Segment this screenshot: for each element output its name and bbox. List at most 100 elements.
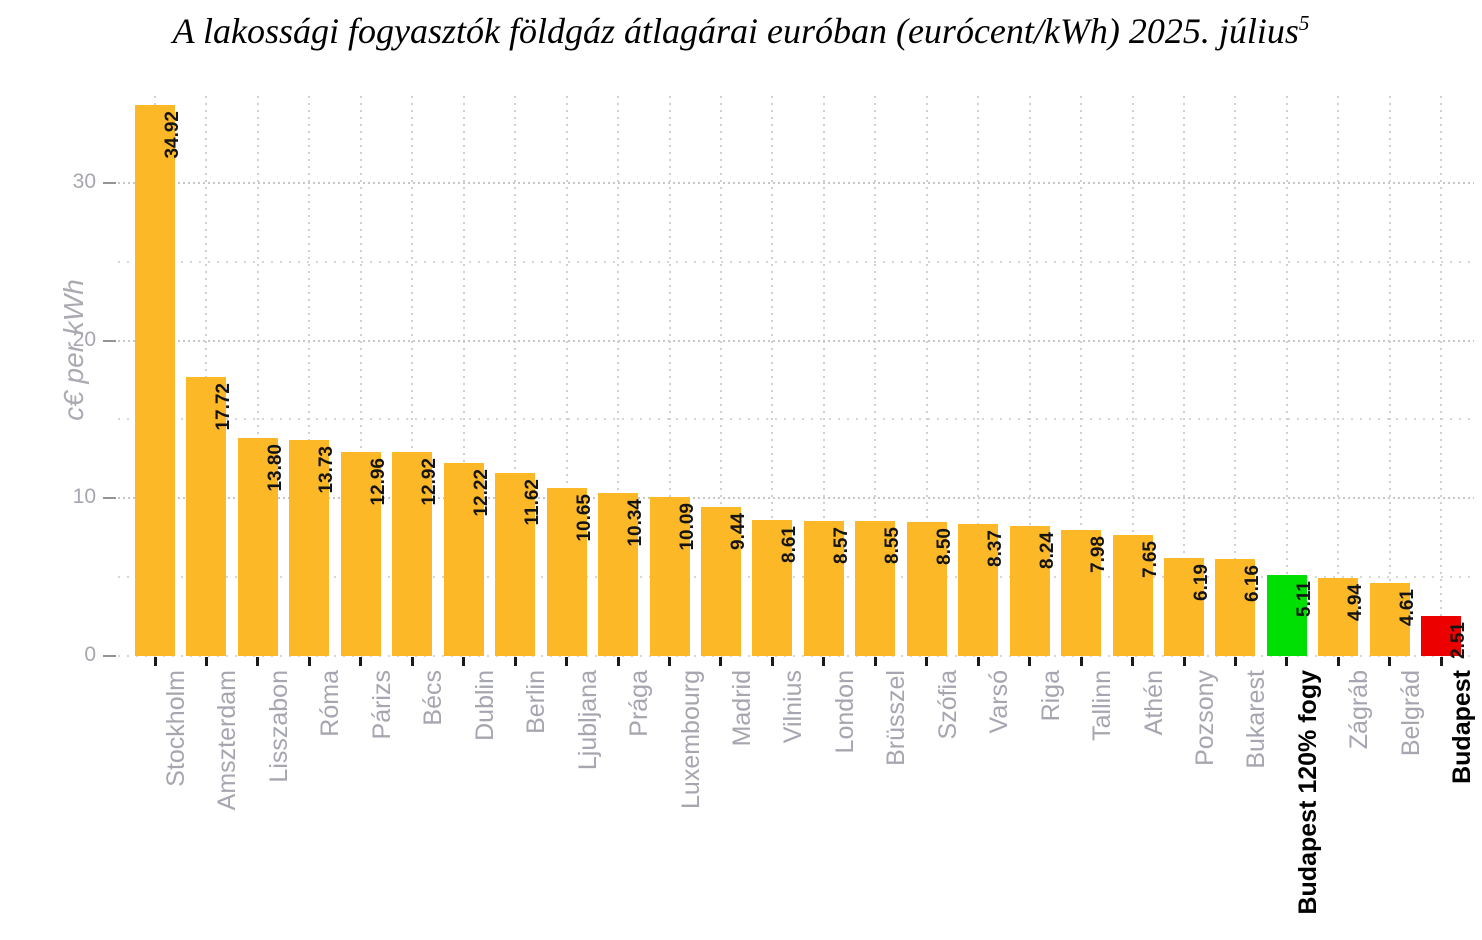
bar-Athén — [1112, 535, 1153, 656]
x-axis-label-Varsó: Varsó — [985, 670, 1014, 734]
x-axis-label-Tallinn: Tallinn — [1088, 670, 1117, 741]
bar-value-label: 8.61 — [779, 526, 801, 564]
bar-value-label: 8.37 — [985, 530, 1007, 567]
x-axis-label-Athén: Athén — [1139, 670, 1168, 736]
bar-value-label: 7.98 — [1088, 536, 1110, 574]
x-axis-label-Párizs: Párizs — [367, 670, 396, 740]
gridline-v — [1285, 96, 1288, 656]
bar-value-label: 13.73 — [316, 445, 338, 494]
bar-value-label: 10.34 — [625, 498, 647, 547]
y-tick-30 — [103, 181, 116, 184]
bar-value-label: 12.92 — [419, 458, 441, 506]
x-tick — [513, 657, 517, 666]
x-axis-label-Lisszabon: Lisszabon — [264, 670, 293, 783]
x-tick — [925, 657, 929, 666]
bar-value-label: 10.09 — [676, 502, 698, 551]
x-tick — [307, 657, 311, 666]
y-tick-label-30: 30 — [72, 169, 96, 193]
bar-value-label: 2.51 — [1448, 622, 1470, 660]
x-axis-label-Bécs: Bécs — [419, 670, 448, 726]
bar-value-label: 10.65 — [573, 494, 595, 542]
bar-value-label: 34.92 — [162, 111, 183, 159]
x-tick — [668, 657, 671, 666]
gridline-v — [1388, 96, 1391, 656]
x-axis-label-Luxembourg: Luxembourg — [676, 670, 705, 809]
x-tick — [822, 657, 826, 666]
y-tick-0 — [103, 655, 116, 657]
bar-value-label: 7.65 — [1139, 541, 1161, 579]
gridline-v — [822, 96, 825, 656]
gridline-h-30 — [118, 181, 1474, 184]
gridline-v — [1131, 96, 1134, 656]
bar-value-label: 8.57 — [830, 526, 852, 564]
gridline-v — [719, 96, 722, 656]
gridline-v — [1234, 96, 1237, 656]
bar-Pozsony — [1164, 558, 1204, 656]
bar-Brüsszel — [855, 521, 896, 656]
x-tick — [770, 657, 774, 666]
bar-value-label: 12.22 — [470, 469, 492, 517]
bar-Varsó — [958, 524, 999, 656]
bar-Luxembourg — [649, 496, 690, 656]
chart-title: A lakossági fogyasztók földgáz átlagárai… — [0, 10, 1482, 52]
x-tick — [1439, 657, 1443, 666]
bar-value-label: 6.16 — [1242, 564, 1264, 602]
x-axis-label-Belgrád: Belgrád — [1396, 670, 1425, 757]
bar-value-label: 6.19 — [1191, 564, 1212, 602]
bar-value-label: 13.80 — [264, 444, 286, 492]
gridline-v — [771, 96, 774, 656]
gridline-h-25 — [118, 260, 1474, 263]
bar-value-label: 4.61 — [1396, 589, 1418, 627]
bar-Róma — [289, 439, 330, 656]
x-axis-label-Vilnius: Vilnius — [779, 670, 808, 744]
bar-value-label: 8.55 — [882, 527, 904, 565]
gridline-v — [668, 96, 671, 656]
y-tick-label-0: 0 — [84, 643, 96, 666]
x-axis-label-Riga: Riga — [1036, 670, 1065, 722]
x-tick — [616, 657, 620, 666]
bar-value-label: 11.62 — [522, 478, 544, 526]
x-tick — [256, 657, 260, 666]
chart-title-text: A lakossági fogyasztók földgáz átlagárai… — [172, 11, 1299, 51]
gridline-v — [359, 96, 362, 656]
x-tick — [1388, 657, 1392, 666]
x-axis-label-Amszterdam: Amszterdam — [213, 670, 242, 811]
bar-Prága — [598, 492, 639, 656]
bar-value-label: 4.94 — [1345, 584, 1367, 622]
x-tick — [1131, 657, 1135, 666]
bar-value-label: 9.44 — [727, 513, 749, 551]
gridline-v — [617, 96, 620, 656]
bar-Amszterdam — [186, 376, 227, 656]
gridline-h-20 — [118, 339, 1474, 342]
x-axis-label-Budapest: Budapest — [1448, 670, 1477, 784]
bar-London — [803, 520, 844, 656]
bar-Ljubljana — [546, 488, 587, 656]
gridline-v — [205, 96, 208, 656]
y-tick-20 — [103, 339, 116, 342]
gridline-v — [1183, 96, 1185, 656]
x-axis-label-Bukarest: Bukarest — [1242, 670, 1271, 769]
x-tick — [1336, 657, 1340, 666]
gridline-h-10 — [118, 497, 1474, 500]
bar-Vilnius — [752, 520, 793, 656]
bar-Budapest — [1421, 616, 1462, 656]
bar-Belgrád — [1369, 583, 1410, 656]
x-axis-label-Pozsony: Pozsony — [1191, 670, 1219, 766]
x-axis-label-Róma: Róma — [316, 670, 345, 737]
bar-Lisszabon — [237, 438, 278, 656]
y-tick-10 — [103, 497, 116, 500]
x-axis-label-Prága: Prága — [625, 670, 654, 737]
x-axis-label-Berlin: Berlin — [522, 670, 551, 734]
x-axis-label-Zágráb: Zágráb — [1345, 670, 1374, 750]
bar-Madrid — [700, 507, 741, 656]
bar-Dublin — [443, 463, 484, 656]
gridline-v — [925, 96, 928, 656]
x-tick — [153, 657, 157, 666]
gridline-v — [411, 96, 414, 656]
bar-value-label: 17.72 — [213, 382, 235, 431]
x-axis-label-Dublin: Dublin — [470, 670, 499, 741]
x-axis-label-Brüsszel: Brüsszel — [882, 670, 911, 766]
x-tick — [873, 657, 877, 666]
bar-Szófia — [906, 521, 947, 656]
